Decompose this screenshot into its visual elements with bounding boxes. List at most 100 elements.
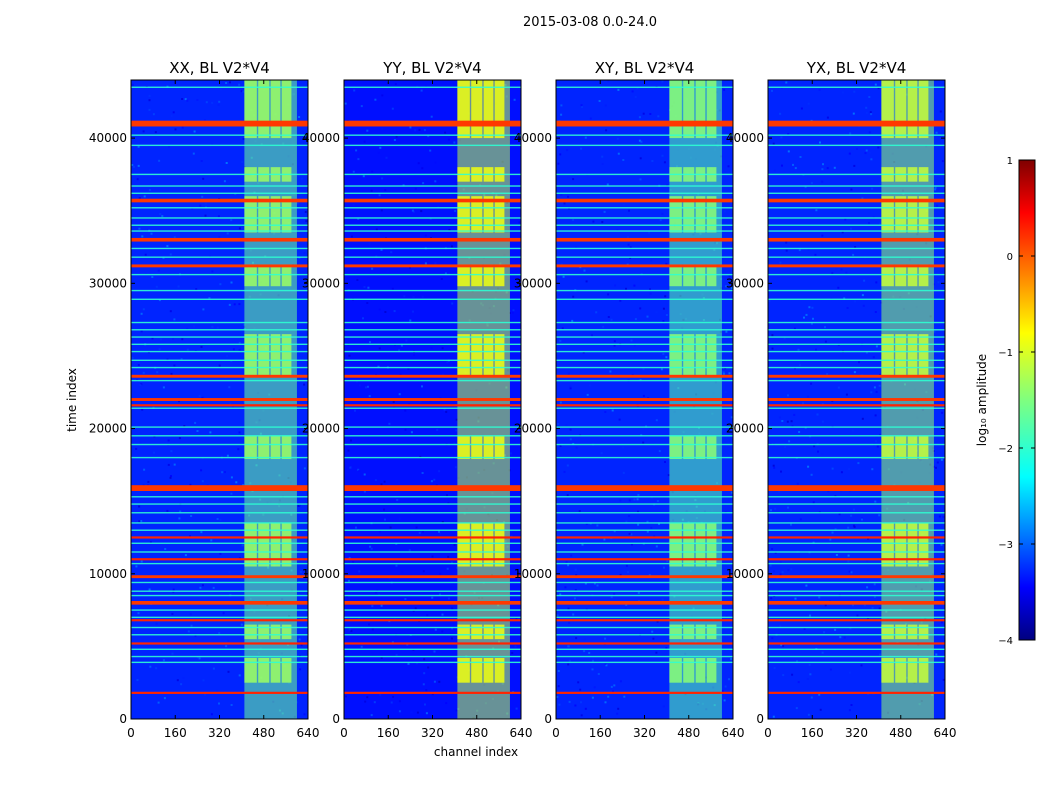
flagged-time-row	[131, 398, 308, 401]
noise-pixel	[434, 180, 437, 183]
bright-time-row	[344, 247, 521, 250]
noise-pixel	[639, 583, 641, 586]
noise-pixel	[602, 325, 605, 328]
noise-pixel	[167, 463, 170, 466]
noise-pixel	[155, 622, 158, 625]
noise-pixel	[420, 179, 423, 181]
bright-time-row	[556, 247, 733, 250]
noise-pixel	[137, 164, 140, 167]
bright-time-row	[131, 426, 308, 428]
noise-pixel	[357, 468, 360, 471]
noise-pixel	[806, 678, 809, 680]
bright-time-row	[344, 379, 521, 382]
noise-pixel	[782, 674, 785, 677]
colorbar-ticks: 1 0 −1 −2 −3 −4	[998, 156, 1035, 647]
noise-pixel	[623, 695, 626, 698]
rfi-block	[695, 196, 706, 233]
rfi-block	[471, 624, 483, 640]
noise-pixel	[181, 98, 184, 100]
noise-pixel	[138, 197, 141, 200]
noise-pixel	[797, 681, 800, 684]
noise-pixel	[556, 618, 559, 620]
noise-pixel	[235, 481, 238, 484]
bright-time-row	[344, 655, 521, 658]
bright-time-row	[556, 256, 733, 258]
rfi-block	[918, 658, 929, 683]
noise-pixel	[656, 620, 659, 623]
noise-pixel	[658, 522, 660, 525]
noise-pixel	[730, 657, 733, 660]
rfi-block	[706, 196, 717, 233]
noise-pixel	[729, 528, 732, 531]
noise-pixel	[879, 222, 882, 225]
noise-pixel	[638, 139, 641, 142]
bright-time-row	[768, 350, 945, 353]
bright-time-row	[131, 562, 308, 565]
bright-time-row	[344, 634, 521, 636]
noise-pixel	[861, 518, 863, 521]
flagged-time-row	[768, 485, 945, 491]
noise-pixel	[169, 310, 172, 313]
noise-pixel	[445, 702, 448, 705]
panel-title: XY, BL V2*V4	[595, 59, 695, 77]
noise-pixel	[360, 105, 363, 108]
noise-pixel	[809, 614, 811, 617]
rfi-block	[471, 522, 483, 567]
noise-pixel	[843, 636, 846, 639]
noise-pixel	[854, 300, 857, 303]
bright-time-row	[344, 661, 521, 664]
noise-pixel	[303, 252, 306, 254]
x-tick-label: 0	[764, 726, 772, 740]
noise-pixel	[422, 570, 425, 573]
noise-pixel	[193, 130, 196, 133]
noise-pixel	[938, 515, 941, 518]
bright-time-row	[556, 562, 733, 565]
rfi-block	[895, 264, 907, 287]
bright-time-row	[131, 529, 308, 531]
bright-time-row	[131, 329, 308, 331]
rfi-block	[669, 80, 682, 139]
noise-pixel	[663, 566, 665, 569]
rfi-block	[494, 435, 505, 460]
rfi-block	[683, 435, 695, 460]
bright-time-row	[344, 503, 521, 505]
noise-pixel	[202, 308, 205, 311]
noise-pixel	[593, 582, 596, 585]
noise-pixel	[201, 480, 204, 483]
bright-time-row	[131, 86, 308, 88]
noise-pixel	[622, 446, 625, 449]
noise-pixel	[821, 234, 824, 237]
bright-time-row	[556, 407, 733, 409]
rfi-block	[270, 334, 281, 377]
noise-pixel	[238, 227, 241, 230]
noise-pixel	[613, 340, 616, 343]
noise-pixel	[659, 219, 662, 222]
noise-pixel	[511, 311, 514, 314]
noise-pixel	[768, 537, 771, 540]
noise-pixel	[874, 83, 877, 86]
noise-pixel	[433, 680, 436, 683]
noise-pixel	[778, 327, 781, 330]
noise-pixel	[178, 400, 180, 403]
bright-time-row	[768, 343, 945, 346]
bright-time-row	[131, 496, 308, 498]
bright-time-row	[344, 321, 521, 324]
noise-pixel	[874, 500, 877, 503]
noise-pixel	[869, 151, 872, 154]
panel-1: YY, BL V2*V4 0 160 320 480 640 0 10000 20000 3000…	[302, 59, 533, 740]
noise-pixel	[377, 365, 380, 368]
noise-pixel	[878, 514, 881, 517]
noise-pixel	[510, 530, 513, 533]
bright-time-row	[556, 173, 733, 176]
noise-pixel	[160, 502, 163, 505]
noise-pixel	[453, 141, 456, 144]
noise-pixel	[850, 571, 853, 574]
noise-pixel	[564, 586, 567, 589]
rfi-block	[483, 196, 494, 233]
noise-pixel	[803, 627, 806, 630]
bright-time-row	[768, 321, 945, 324]
noise-pixel	[861, 417, 864, 420]
noise-pixel	[939, 110, 942, 113]
bright-time-row	[556, 542, 733, 544]
